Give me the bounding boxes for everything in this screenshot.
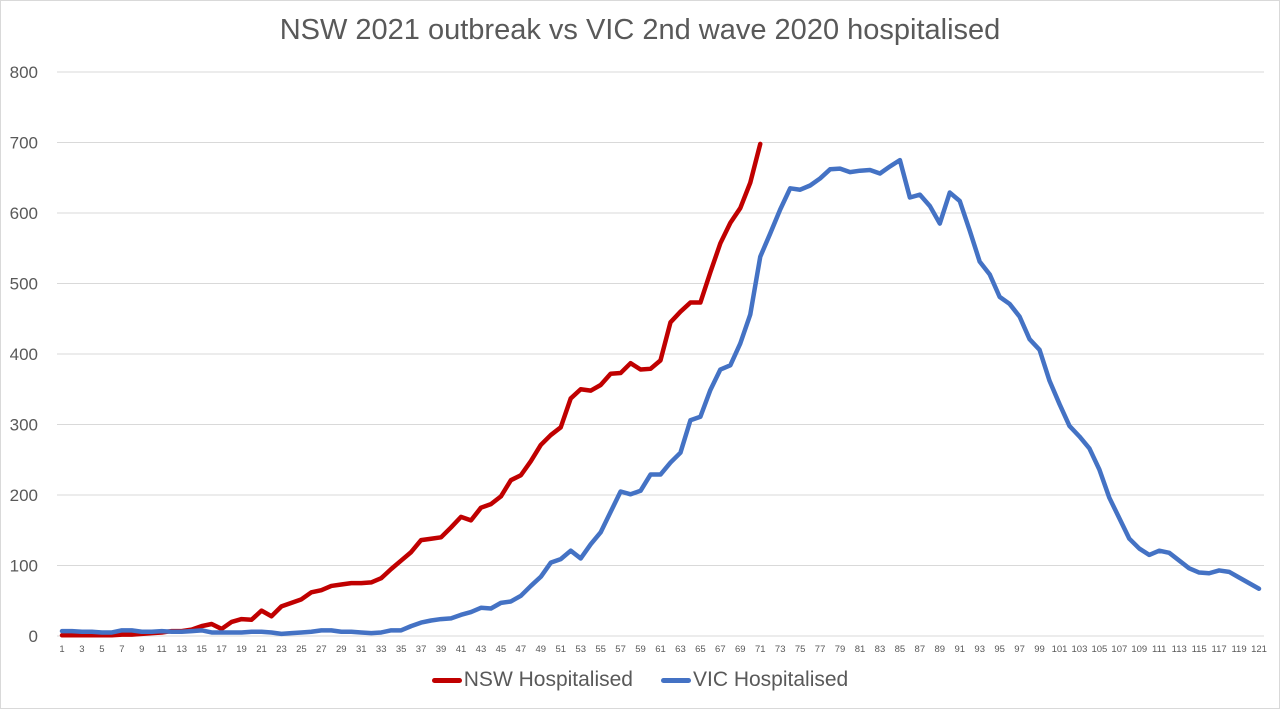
x-tick-label: 33 (376, 644, 387, 655)
x-tick-label: 5 (99, 644, 104, 655)
x-tick-label: 43 (476, 644, 487, 655)
x-tick-label: 109 (1131, 644, 1147, 655)
y-tick-label: 300 (10, 416, 38, 435)
x-tick-label: 83 (875, 644, 886, 655)
series-lines (59, 141, 1262, 638)
x-tick-label: 23 (276, 644, 287, 655)
y-tick-label: 800 (10, 63, 38, 82)
y-tick-label: 500 (10, 275, 38, 294)
x-tick-label: 93 (974, 644, 985, 655)
x-tick-label: 121 (1251, 644, 1267, 655)
x-tick-label: 27 (316, 644, 327, 655)
series-line-vic-hospitalised (59, 157, 1262, 637)
x-tick-label: 49 (536, 644, 547, 655)
x-tick-label: 115 (1192, 644, 1207, 655)
x-tick-label: 9 (139, 644, 144, 655)
x-tick-label: 111 (1152, 644, 1166, 655)
x-tick-label: 101 (1052, 644, 1068, 655)
x-tick-label: 67 (715, 644, 726, 655)
x-tick-label: 99 (1034, 644, 1045, 655)
x-tick-label: 75 (795, 644, 806, 655)
x-tick-label: 19 (236, 644, 247, 655)
x-tick-label: 57 (615, 644, 626, 655)
x-tick-label: 51 (555, 644, 566, 655)
x-tick-label: 25 (296, 644, 307, 655)
x-tick-label: 117 (1212, 644, 1227, 655)
x-tick-label: 95 (994, 644, 1005, 655)
x-tick-label: 55 (595, 644, 606, 655)
x-tick-label: 69 (735, 644, 746, 655)
x-tick-label: 87 (915, 644, 926, 655)
legend-item-vic[interactable]: VIC Hospitalised (661, 668, 848, 692)
x-tick-label: 41 (456, 644, 467, 655)
x-tick-label: 15 (196, 644, 207, 655)
legend-swatch-nsw (431, 677, 462, 683)
x-tick-label: 61 (655, 644, 666, 655)
y-tick-label: 400 (10, 345, 38, 364)
x-tick-label: 35 (396, 644, 407, 655)
x-tick-label: 53 (575, 644, 586, 655)
x-tick-label: 31 (356, 644, 367, 655)
x-tick-label: 17 (216, 644, 227, 655)
x-tick-label: 39 (436, 644, 447, 655)
x-tick-label: 71 (755, 644, 766, 655)
x-tick-label: 79 (835, 644, 846, 655)
legend-label-vic: VIC Hospitalised (693, 668, 849, 691)
chart-title: NSW 2021 outbreak vs VIC 2nd wave 2020 h… (279, 14, 1001, 46)
x-tick-label: 13 (176, 644, 187, 655)
x-tick-label: 91 (954, 644, 965, 655)
x-tick-label: 77 (815, 644, 826, 655)
legend-label-nsw: NSW Hospitalised (463, 668, 633, 691)
x-tick-label: 11 (157, 644, 167, 655)
x-tick-label: 45 (496, 644, 507, 655)
x-tick-label: 97 (1014, 644, 1025, 655)
legend-item-nsw[interactable]: NSW Hospitalised (431, 668, 633, 692)
x-tick-label: 73 (775, 644, 786, 655)
legend: NSW Hospitalised VIC Hospitalised (0, 668, 1280, 692)
x-tick-label: 107 (1111, 644, 1127, 655)
x-tick-label: 65 (695, 644, 706, 655)
gridlines (57, 71, 1264, 637)
x-tick-label: 105 (1091, 644, 1107, 655)
y-tick-label: 0 (29, 627, 38, 646)
x-tick-label: 3 (79, 644, 84, 655)
series-line-nsw-hospitalised (59, 141, 763, 638)
y-tick-label: 600 (10, 204, 38, 223)
x-tick-label: 85 (895, 644, 906, 655)
x-tick-label: 103 (1072, 644, 1088, 655)
y-tick-label: 700 (10, 134, 38, 153)
x-tick-label: 7 (119, 644, 124, 655)
x-tick-label: 59 (635, 644, 646, 655)
y-tick-label: 100 (10, 557, 38, 576)
y-axis-ticks: 0 100 200 300 400 500 600 700 800 (10, 63, 38, 646)
legend-swatch-vic (661, 677, 691, 683)
x-axis-ticks: 1 3 5 7 9 11 13 15 17 19 21 23 25 27 29 31 33 35 37 39 41 43 4… (59, 644, 1267, 655)
x-tick-label: 37 (416, 644, 427, 655)
x-tick-label: 29 (336, 644, 347, 655)
y-tick-label: 200 (10, 486, 38, 505)
x-tick-label: 1 (59, 644, 64, 655)
x-tick-label: 81 (855, 644, 866, 655)
x-tick-label: 89 (935, 644, 946, 655)
x-tick-label: 113 (1172, 644, 1187, 655)
x-tick-label: 63 (675, 644, 686, 655)
x-tick-label: 21 (256, 644, 267, 655)
x-tick-label: 119 (1231, 644, 1246, 655)
x-tick-label: 47 (516, 644, 527, 655)
